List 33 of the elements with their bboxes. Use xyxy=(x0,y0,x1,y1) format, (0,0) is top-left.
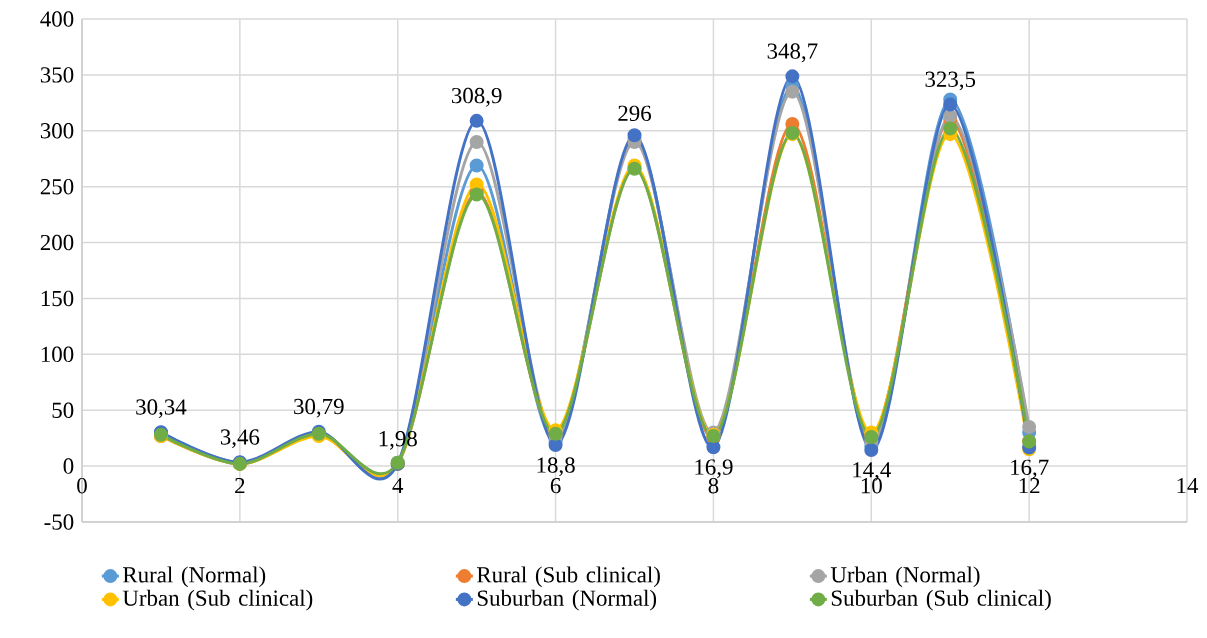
x-tick-label: 12 xyxy=(1019,477,1040,494)
data-label: 308,9 xyxy=(451,87,502,107)
x-tick-label: 0 xyxy=(77,477,87,494)
y-tick-label: 300 xyxy=(40,123,74,139)
legend-label: Rural (Sub clinical) xyxy=(477,566,660,588)
data-label: 16,7 xyxy=(1011,459,1049,479)
x-tick-label: 14 xyxy=(1177,477,1199,494)
y-tick-label: 100 xyxy=(41,346,74,363)
y-tick-label: 150 xyxy=(41,290,74,307)
y-tick-label: 350 xyxy=(40,67,74,83)
y-tick-label: 400 xyxy=(40,11,74,27)
data-label: 348,7 xyxy=(767,43,818,63)
legend-label: Suburban (Normal) xyxy=(477,589,657,611)
data-label: 16,9 xyxy=(695,459,733,479)
legend-label: Urban (Normal) xyxy=(830,566,980,588)
y-tick-label: 200 xyxy=(40,234,74,251)
data-label: 18,8 xyxy=(537,457,575,477)
data-label: 30,79 xyxy=(294,398,344,418)
data-label: 296 xyxy=(618,105,652,122)
legend-label: Rural (Normal) xyxy=(123,566,266,588)
data-label: 30,34 xyxy=(136,399,187,418)
y-tick-label: 0 xyxy=(63,458,74,474)
y-tick-label: 250 xyxy=(40,178,74,195)
legend-label: Suburban (Sub clinical) xyxy=(831,589,1051,611)
x-tick-label: 8 xyxy=(708,477,719,494)
y-tick-label: -50 xyxy=(44,514,74,530)
y-tick-label: 50 xyxy=(52,402,74,418)
data-label: 3,46 xyxy=(220,429,260,449)
x-tick-label: 2 xyxy=(235,477,245,494)
x-tick-label: 6 xyxy=(550,477,561,494)
data-label: 323,5 xyxy=(925,71,976,91)
x-tick-label: 4 xyxy=(392,477,404,494)
legend-label: Urban (Sub clinical) xyxy=(122,589,313,611)
